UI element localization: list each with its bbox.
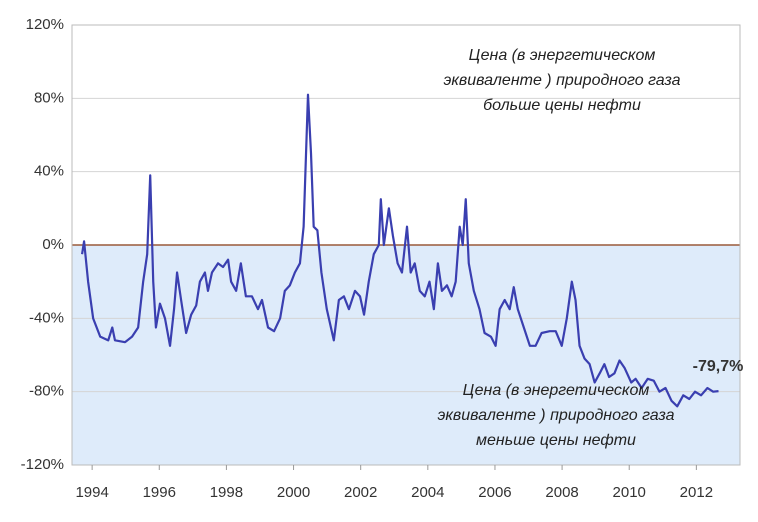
annotation-upper: больше цены нефти — [483, 97, 641, 114]
x-tick-label: 2006 — [478, 484, 511, 501]
x-tick-label: 2002 — [344, 484, 377, 501]
x-tick-label: 2000 — [277, 484, 310, 501]
x-tick-label: 2008 — [545, 484, 578, 501]
y-tick-label: -80% — [29, 383, 64, 400]
data-line — [80, 93, 719, 408]
annotation-lower: Цена (в энергетическом — [463, 382, 650, 399]
y-tick-label: 120% — [26, 16, 64, 33]
y-tick-label: 80% — [34, 89, 64, 106]
x-tick-label: 2010 — [613, 484, 646, 501]
y-tick-label: -40% — [29, 309, 64, 326]
annotation-upper: Цена (в энергетическом — [469, 47, 656, 64]
y-tick-label: 0% — [42, 236, 64, 253]
last-value-label: -79,7% — [693, 358, 744, 375]
x-tick-label: 2012 — [680, 484, 713, 501]
x-tick-label: 1998 — [210, 484, 243, 501]
annotation-lower: меньше цены нефти — [476, 432, 636, 449]
x-tick-label: 1996 — [143, 484, 176, 501]
annotation-lower: эквиваленте ) природного газа — [438, 407, 675, 424]
annotation-upper: эквиваленте ) природного газа — [444, 72, 681, 89]
y-tick-label: -120% — [21, 456, 64, 473]
y-tick-label: 40% — [34, 163, 64, 180]
below-zero-area — [72, 245, 740, 465]
x-tick-label: 2004 — [411, 484, 444, 501]
x-tick-label: 1994 — [75, 484, 108, 501]
plot-border — [71, 24, 741, 466]
